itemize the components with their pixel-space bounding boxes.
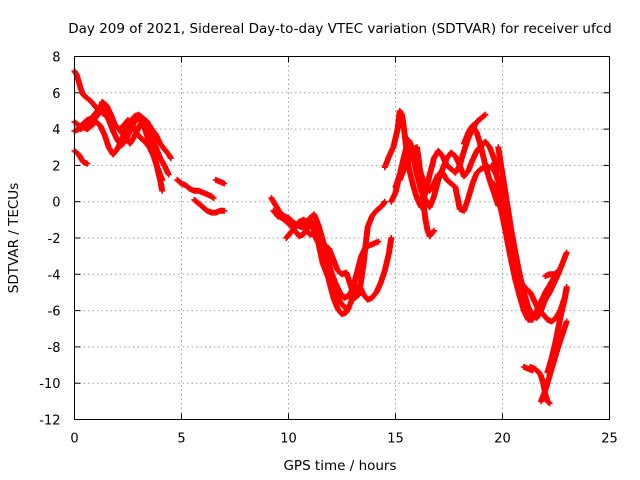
- y-tick-label: 0: [52, 196, 60, 211]
- x-tick-label: 25: [601, 432, 618, 447]
- y-tick-label: -4: [48, 268, 61, 283]
- y-tick-label: -12: [39, 414, 60, 429]
- data-point-track: [289, 220, 352, 312]
- y-tick-label: -2: [48, 232, 61, 247]
- y-tick-label: 2: [52, 159, 60, 174]
- y-tick-label: -6: [48, 305, 61, 320]
- x-axis-label: GPS time / hours: [283, 458, 396, 474]
- y-tick-label: -8: [48, 341, 61, 356]
- data-point-track: [174, 176, 217, 202]
- grid-lines: [74, 56, 610, 420]
- series-ufcd-afternoon: [381, 107, 502, 240]
- x-tick-label: 20: [494, 432, 511, 447]
- y-tick-label: 6: [52, 87, 60, 102]
- data-point-track: [375, 198, 388, 212]
- data-point-track: [392, 151, 497, 214]
- data-point-track: [77, 98, 166, 183]
- data-point-track: [212, 176, 228, 187]
- chart-title: Day 209 of 2021, Sidereal Day-to-day VTE…: [68, 21, 611, 37]
- plot-frame: [74, 56, 610, 420]
- y-axis-label: SDTVAR / TECUs: [6, 183, 22, 293]
- y-tick-label: 4: [52, 123, 60, 138]
- data-point-track: [544, 285, 570, 376]
- data-series: [71, 68, 570, 407]
- y-tick-labels: 8 6 4 2 0 -2 -4 -6 -8 -10 -12: [39, 51, 60, 429]
- series-ufcd-midday: [268, 195, 395, 318]
- x-tick-labels: 0 5 10 15 20 25: [70, 432, 617, 447]
- y-tick-label: -10: [39, 377, 60, 392]
- x-tick-label: 5: [177, 432, 185, 447]
- y-tick-label: 8: [52, 51, 60, 66]
- x-tick-label: 10: [280, 432, 297, 447]
- x-tick-label: 0: [70, 432, 78, 447]
- series-ufcd-evening: [488, 144, 570, 407]
- data-point-track: [542, 269, 562, 280]
- axis-ticks: [74, 56, 610, 420]
- data-point-track: [191, 196, 228, 216]
- data-point-track: [520, 363, 536, 374]
- x-tick-label: 15: [387, 432, 404, 447]
